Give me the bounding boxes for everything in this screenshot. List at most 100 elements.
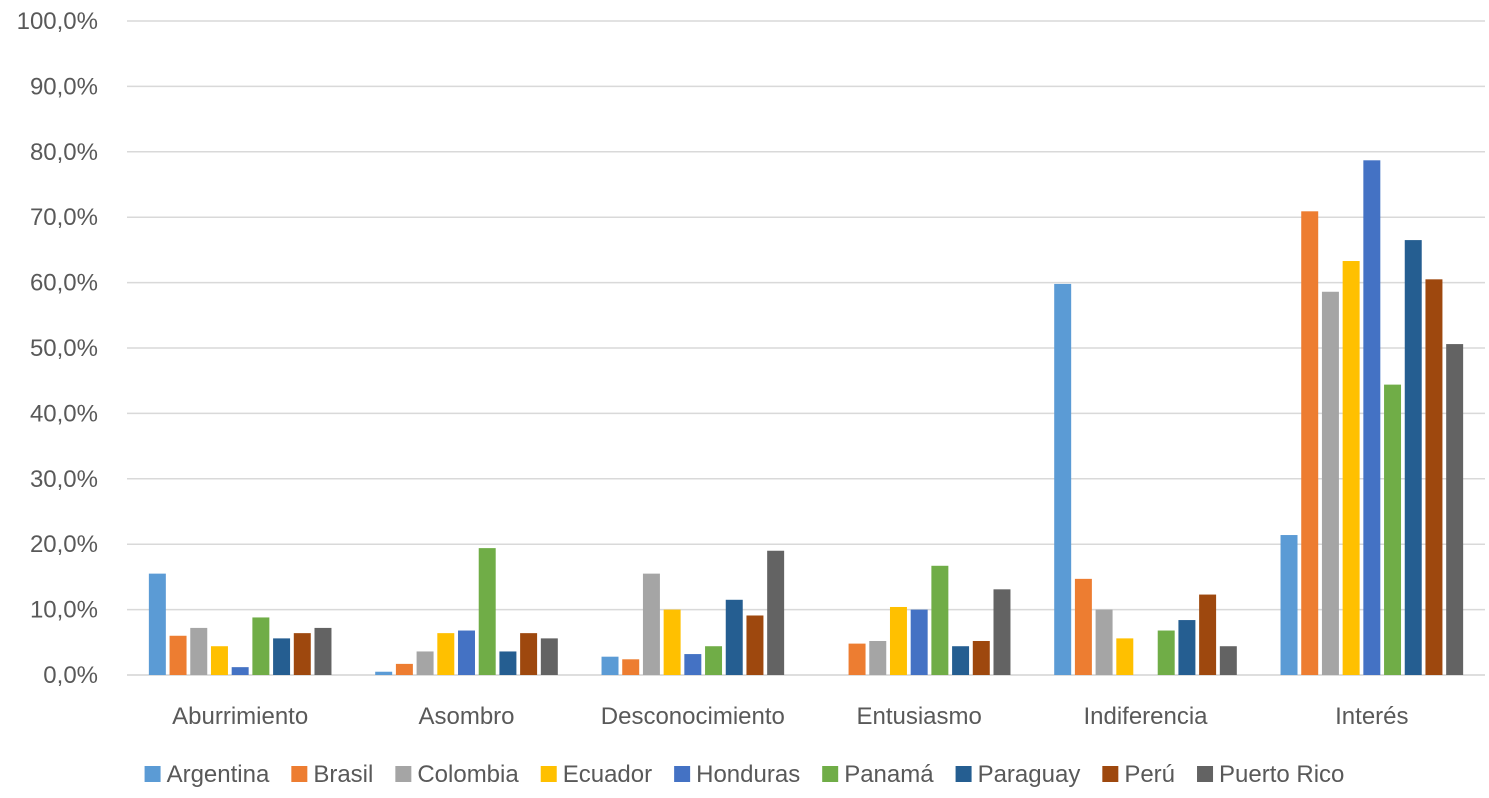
x-category-label: Indiferencia [1083, 703, 1208, 730]
bar-perú [293, 633, 311, 675]
y-tick-label: 90,0% [30, 73, 98, 100]
bar-perú [1425, 279, 1443, 675]
bar-paraguay [273, 638, 291, 675]
bar-puerto-rico [314, 627, 332, 675]
bar-colombia [1321, 291, 1339, 675]
legend-swatch [1102, 766, 1119, 782]
bar-panamá [705, 646, 723, 675]
y-tick-label: 40,0% [30, 400, 98, 427]
bar-ecuador [663, 609, 681, 675]
bar-brasil [1301, 211, 1319, 675]
bar-brasil [848, 643, 866, 675]
legend-swatch [955, 766, 972, 782]
legend-item-ecuador: Ecuador [540, 761, 652, 788]
bar-panamá [1157, 630, 1175, 675]
x-category-label: Entusiasmo [856, 703, 981, 730]
bar-paraguay [1404, 240, 1422, 675]
y-tick-label: 70,0% [30, 204, 98, 231]
legend-item-colombia: Colombia [395, 761, 519, 788]
bar-panamá [1384, 384, 1402, 675]
bar-ecuador [1342, 261, 1360, 675]
bar-brasil [395, 663, 413, 675]
bar-paraguay [1178, 620, 1196, 675]
bar-argentina [601, 656, 619, 675]
bar-colombia [869, 640, 887, 675]
legend-item-argentina: Argentina [144, 761, 270, 788]
bar-argentina [1054, 283, 1072, 675]
bar-argentina [148, 573, 166, 675]
legend-swatch [395, 766, 412, 782]
bar-colombia [416, 651, 434, 675]
legend-label: Ecuador [563, 761, 652, 788]
bar-panamá [252, 617, 270, 675]
y-tick-label: 50,0% [30, 335, 98, 362]
bar-honduras [1363, 160, 1381, 676]
legend-label: Paraguay [978, 761, 1081, 788]
legend-item-puerto-rico: Puerto Rico [1197, 761, 1344, 788]
y-tick-label: 80,0% [30, 139, 98, 166]
bar-puerto-rico [993, 589, 1011, 675]
bar-perú [746, 615, 764, 675]
legend-label: Colombia [417, 761, 519, 788]
legend-swatch [822, 766, 839, 782]
bar-honduras [684, 654, 702, 675]
legend-item-panamá: Panamá [822, 761, 934, 788]
legend-item-perú: Perú [1102, 761, 1175, 788]
legend-swatch [144, 766, 161, 782]
bar-ecuador [437, 633, 455, 675]
bar-ecuador [210, 646, 228, 675]
legend: Argentina Brasil Colombia Ecuador Honduras Pa… [144, 761, 1344, 788]
bar-puerto-rico [767, 550, 785, 675]
x-category-label: Asombro [418, 703, 514, 730]
bar-colombia [642, 573, 660, 675]
bar-argentina [375, 671, 393, 675]
x-category-label: Interés [1335, 703, 1408, 730]
bar-brasil [622, 659, 640, 675]
bar-perú [1199, 594, 1217, 675]
bar-honduras [231, 667, 249, 675]
legend-swatch [1197, 766, 1214, 782]
legend-label: Argentina [167, 761, 270, 788]
bar-perú [520, 633, 538, 675]
bar-puerto-rico [1219, 646, 1237, 675]
x-category-label: Aburrimiento [172, 703, 308, 730]
legend-label: Brasil [313, 761, 373, 788]
gridlines [127, 20, 1485, 676]
y-tick-label: 30,0% [30, 466, 98, 493]
bar-brasil [169, 635, 187, 675]
legend-item-paraguay: Paraguay [955, 761, 1081, 788]
bar-puerto-rico [540, 638, 558, 675]
y-tick-label: 0,0% [43, 662, 98, 689]
bar-paraguay [725, 599, 743, 675]
bar-paraguay [952, 646, 970, 675]
bars [148, 160, 1464, 676]
bar-puerto-rico [1446, 344, 1464, 675]
y-tick-label: 100,0% [17, 8, 98, 35]
legend-swatch [674, 766, 691, 782]
bar-colombia [190, 627, 208, 675]
x-axis-category-labels: Aburrimiento Asombro Desconocimiento Entusi… [172, 703, 1408, 730]
legend-label: Puerto Rico [1219, 761, 1344, 788]
y-axis-tick-labels: 0,0% 10,0% 20,0% 30,0% 40,0% 50,0% 60,0% 70,0% 8… [17, 8, 98, 689]
legend-item-brasil: Brasil [291, 761, 373, 788]
bar-panamá [478, 548, 496, 675]
bar-brasil [1074, 578, 1092, 675]
bar-honduras [458, 630, 475, 675]
legend-item-honduras: Honduras [674, 761, 800, 788]
bar-panamá [931, 565, 949, 675]
y-tick-label: 10,0% [30, 597, 98, 624]
bar-ecuador [1116, 638, 1134, 675]
y-tick-label: 60,0% [30, 270, 98, 297]
bar-ecuador [889, 606, 907, 675]
legend-swatch [540, 766, 557, 782]
bar-perú [972, 640, 990, 675]
bar-colombia [1095, 609, 1113, 675]
x-category-label: Desconocimiento [601, 703, 785, 730]
bar-honduras [910, 609, 928, 675]
legend-label: Honduras [696, 761, 800, 788]
bar-paraguay [499, 651, 517, 675]
y-tick-label: 20,0% [30, 531, 98, 558]
bar-argentina [1280, 535, 1298, 675]
legend-label: Perú [1124, 761, 1175, 788]
